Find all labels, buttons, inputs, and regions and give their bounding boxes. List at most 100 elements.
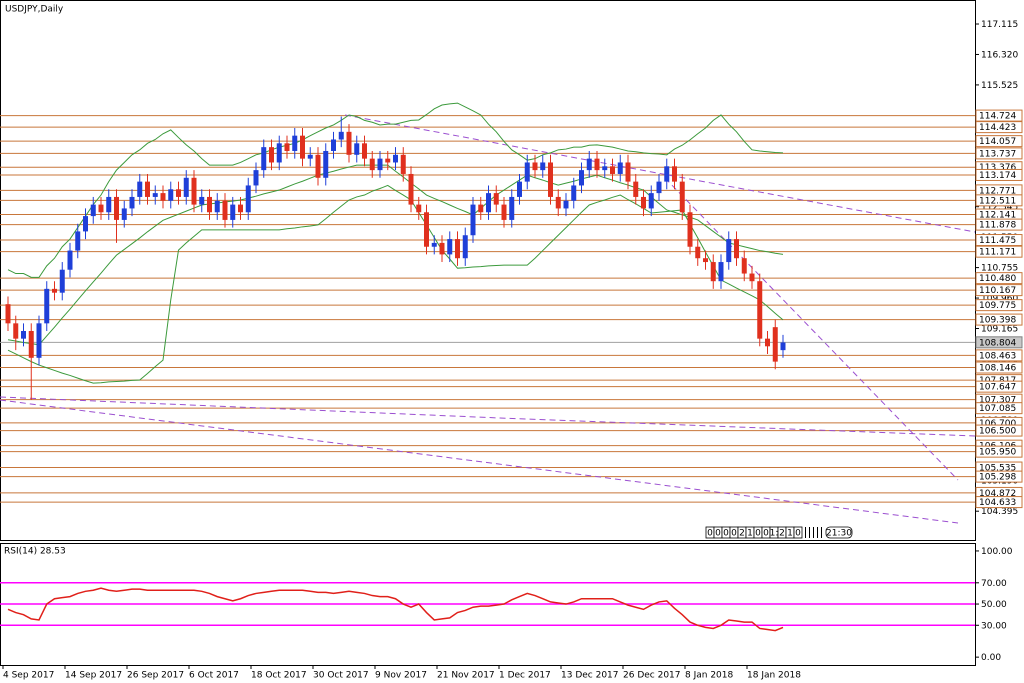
candle-body bbox=[207, 196, 212, 213]
x-tick-label: 26 Sep 2017 bbox=[127, 671, 184, 681]
timer-cell: 1 bbox=[787, 529, 793, 539]
candle-body bbox=[114, 196, 119, 220]
level-label: 114.724 bbox=[979, 112, 1016, 122]
candle-body bbox=[602, 166, 608, 171]
band-line bbox=[7, 102, 784, 278]
candle-body bbox=[493, 193, 499, 205]
level-label: 107.647 bbox=[979, 383, 1016, 393]
level-label: 110.167 bbox=[979, 286, 1016, 296]
candle-body bbox=[455, 239, 460, 259]
candle-body bbox=[648, 193, 654, 209]
candle-body bbox=[641, 196, 646, 209]
timer-spacer bbox=[821, 527, 822, 538]
candle-body bbox=[710, 262, 716, 282]
candle-body bbox=[377, 158, 383, 171]
timer-spacer bbox=[809, 527, 810, 538]
candle-body bbox=[462, 235, 468, 259]
candle-body bbox=[470, 204, 476, 236]
candle-body bbox=[44, 288, 50, 324]
timer-spacer bbox=[813, 527, 814, 538]
candle-body bbox=[594, 158, 600, 171]
candle-body bbox=[571, 185, 577, 201]
candle-body bbox=[687, 212, 693, 247]
trend-line bbox=[664, 177, 959, 481]
candle-body bbox=[579, 170, 584, 186]
candle-body bbox=[145, 181, 150, 197]
candle-body bbox=[292, 135, 298, 151]
candle-body bbox=[749, 273, 755, 282]
candle-body bbox=[586, 158, 592, 171]
candle-body bbox=[610, 166, 615, 174]
timer-cell: 2 bbox=[779, 529, 785, 539]
candle-body bbox=[664, 166, 670, 182]
candle-body bbox=[563, 200, 569, 209]
candle-body bbox=[75, 231, 81, 251]
y-tick-label: 110.755 bbox=[981, 264, 1018, 274]
y-tick-label: 112.345 bbox=[981, 203, 1018, 213]
level-label: 112.771 bbox=[979, 186, 1016, 196]
candle-body bbox=[338, 131, 344, 140]
candle-body bbox=[67, 250, 73, 270]
level-label: 111.878 bbox=[979, 221, 1016, 231]
level-label-box bbox=[975, 349, 1023, 362]
candle-body bbox=[439, 242, 445, 255]
candle-body bbox=[168, 189, 174, 201]
candle-body bbox=[679, 181, 685, 213]
candle-body bbox=[517, 181, 522, 197]
candle-body bbox=[222, 200, 228, 220]
last-price-label: 108.804 bbox=[979, 338, 1016, 348]
trend-line bbox=[0, 396, 976, 437]
level-label-box bbox=[975, 234, 1023, 247]
y-tick-label: 100.00 bbox=[981, 547, 1013, 557]
level-label-box bbox=[975, 424, 1023, 437]
candle-body bbox=[718, 262, 724, 282]
level-label: 113.174 bbox=[979, 171, 1016, 181]
candle-body bbox=[98, 204, 104, 213]
candle-body bbox=[106, 196, 112, 213]
timer-label: 21:30 bbox=[826, 529, 852, 539]
level-label-box bbox=[975, 470, 1023, 483]
candle-body bbox=[772, 327, 778, 362]
y-tick-label: 0.00 bbox=[981, 653, 1001, 663]
candle-body bbox=[191, 177, 197, 205]
timer-box bbox=[825, 526, 853, 539]
timer-spacer bbox=[805, 527, 806, 538]
level-label: 105.535 bbox=[979, 464, 1016, 474]
level-label: 104.633 bbox=[979, 498, 1016, 508]
last-price-box bbox=[975, 336, 1023, 349]
candle-body bbox=[284, 143, 290, 151]
level-label: 110.480 bbox=[979, 274, 1016, 284]
y-tick-label: 109.165 bbox=[981, 325, 1018, 335]
level-label-box bbox=[975, 361, 1023, 374]
candle-body bbox=[245, 185, 251, 213]
trend-lines bbox=[0, 114, 976, 524]
candle-body bbox=[362, 143, 367, 159]
level-label: 112.511 bbox=[979, 196, 1016, 206]
level-label-box bbox=[975, 194, 1023, 207]
level-label-box bbox=[975, 121, 1023, 134]
rsi-title: RSI(14) 28.53 bbox=[4, 547, 66, 557]
candle-body bbox=[416, 204, 422, 213]
level-label-box bbox=[975, 218, 1023, 231]
candle-body bbox=[385, 158, 391, 163]
level-label-box bbox=[975, 496, 1023, 509]
y-tick-label: 70.00 bbox=[981, 579, 1007, 589]
timer-cell: 0 bbox=[715, 529, 721, 539]
chart-title: USDJPY,Daily bbox=[5, 5, 64, 15]
candle-body bbox=[501, 204, 507, 220]
y-tick-label: 50.00 bbox=[981, 600, 1007, 610]
candle-body bbox=[36, 323, 42, 358]
y-tick-label: 30.00 bbox=[981, 621, 1007, 631]
candle-body bbox=[121, 208, 127, 220]
candle-body bbox=[741, 258, 747, 274]
y-tick-label: 116.320 bbox=[981, 50, 1018, 60]
candle-body bbox=[408, 173, 414, 205]
trend-line bbox=[344, 114, 976, 233]
candle-body bbox=[695, 246, 701, 259]
x-tick-label: 8 Jan 2018 bbox=[685, 671, 733, 681]
candle-body bbox=[238, 204, 243, 213]
candle-body bbox=[400, 154, 406, 174]
candle-body bbox=[703, 258, 708, 263]
level-label-box bbox=[975, 245, 1023, 258]
